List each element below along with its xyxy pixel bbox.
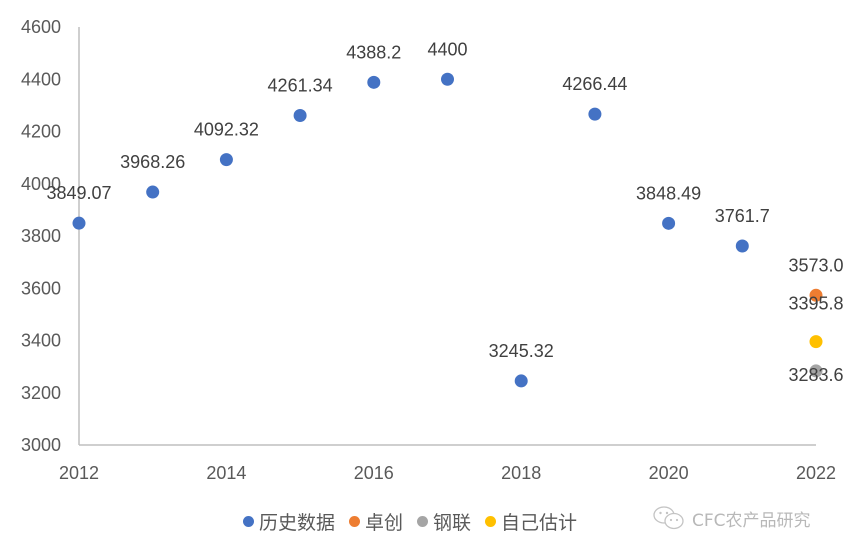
y-tick-label: 3000 [21,435,61,455]
y-tick-label: 3200 [21,383,61,403]
scatter-chart: 3000 3200 3400 3600 3800 4000 4200 4400 4600 201… [21,17,844,483]
y-tick-label: 4600 [21,17,61,37]
data-labels: 3849.07 3968.26 4092.32 4261.34 4388.2 4400 32… [46,39,843,385]
legend-dot-icon [349,516,361,527]
data-point[interactable] [809,288,823,302]
data-point[interactable] [809,335,823,349]
data-label: 4261.34 [268,75,333,95]
data-label: 4388.2 [346,42,401,62]
data-label: 3761.7 [715,206,770,226]
y-tick-label: 3600 [21,278,61,298]
legend-dot-icon [417,516,429,527]
legend-item-ganglian[interactable]: 钢联 [417,508,471,535]
data-point[interactable] [809,364,823,378]
data-point[interactable] [662,216,676,230]
data-point[interactable] [219,153,233,167]
watermark-text: CFC农产品研究 [692,510,811,531]
legend: 历史数据 卓创 钢联 自己估计 [243,508,591,535]
x-axis-ticks: 2012 2014 2016 2018 2020 2022 [59,463,836,483]
y-tick-label: 4400 [21,69,61,89]
data-label: 3849.07 [46,183,111,203]
legend-dot-icon [485,516,497,527]
x-tick-label: 2022 [796,463,836,483]
data-label: 3245.32 [489,341,554,361]
y-tick-label: 3400 [21,331,61,351]
data-label: 4400 [427,39,467,59]
data-label: 3283.6 [788,365,843,385]
data-point[interactable] [588,107,602,121]
x-tick-label: 2018 [501,463,541,483]
legend-label: 钢联 [433,512,472,534]
data-point[interactable] [367,75,381,89]
data-label: 3573.0 [788,255,843,275]
y-axis-ticks: 3000 3200 3400 3600 3800 4000 4200 4400 4600 [21,17,61,455]
data-point[interactable] [72,216,86,230]
data-label: 3968.26 [120,152,185,172]
x-tick-label: 2016 [354,463,394,483]
x-tick-label: 2020 [649,463,689,483]
legend-item-own-estimate[interactable]: 自己估计 [485,508,577,535]
x-tick-label: 2012 [59,463,99,483]
data-point[interactable] [441,72,454,86]
y-tick-label: 4200 [21,122,61,142]
data-point[interactable] [146,185,160,199]
legend-item-history[interactable]: 历史数据 [243,508,335,535]
x-tick-label: 2014 [206,463,246,483]
watermark: CFC农产品研究 [652,505,811,531]
data-label: 3395.8 [788,294,843,314]
data-points [72,72,823,388]
data-point[interactable] [514,374,528,388]
legend-label: 自己估计 [501,512,578,534]
wechat-icon [653,506,684,530]
data-label: 4092.32 [194,120,259,140]
y-tick-label: 4000 [21,174,61,194]
legend-label: 历史数据 [259,512,336,534]
data-label: 3848.49 [636,183,701,203]
y-tick-label: 3800 [21,226,61,246]
legend-label: 卓创 [365,512,404,534]
data-point[interactable] [293,108,307,122]
legend-item-zhuochuang[interactable]: 卓创 [349,508,403,535]
data-label: 4266.44 [562,74,627,94]
data-point[interactable] [735,239,749,253]
legend-dot-icon [243,516,254,527]
